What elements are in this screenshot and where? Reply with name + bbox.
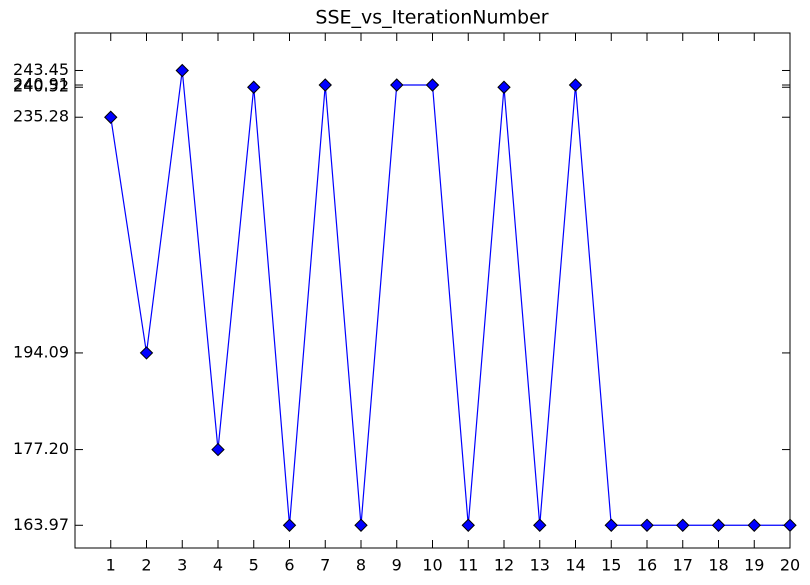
x-tick-label: 6	[284, 556, 294, 575]
chart-title: SSE_vs_IterationNumber	[315, 7, 548, 29]
marker	[461, 518, 475, 532]
x-tick-label: 2	[141, 556, 151, 575]
x-tick-label: 7	[320, 556, 330, 575]
x-tick-label: 17	[673, 556, 693, 575]
y-tick-label: 240.52	[13, 77, 69, 96]
marker	[747, 518, 761, 532]
marker	[175, 63, 189, 78]
plot-frame	[74, 32, 791, 549]
marker	[711, 518, 726, 532]
marker	[318, 78, 332, 92]
y-tick-label: 243.45	[13, 60, 69, 79]
line	[110, 70, 790, 526]
x-tick-label: 13	[530, 556, 550, 575]
x-tick-label: 16	[637, 556, 657, 575]
x-tick-label: 4	[213, 556, 223, 575]
marker	[533, 518, 547, 532]
marker	[390, 78, 404, 92]
x-tick-label: 20	[780, 556, 800, 575]
marker	[640, 518, 654, 532]
marker	[282, 518, 297, 532]
x-tick-label: 9	[392, 556, 402, 575]
x-tick-label: 11	[458, 556, 478, 575]
x-tick-label: 15	[601, 556, 621, 575]
x-tick-label: 10	[422, 556, 442, 575]
marker	[497, 80, 511, 94]
x-tick-label: 19	[744, 556, 764, 575]
x-tick-label: 5	[249, 556, 259, 575]
marker	[425, 78, 440, 92]
y-tick-label: 194.09	[13, 342, 69, 361]
marker	[783, 518, 797, 532]
marker	[247, 80, 261, 94]
marker	[354, 518, 368, 532]
marker	[604, 518, 618, 532]
x-tick-label: 18	[708, 556, 728, 575]
y-tick-label: 177.20	[13, 439, 69, 458]
x-tick-label: 1	[106, 556, 116, 575]
marker	[568, 78, 583, 92]
x-tick-label: 8	[356, 556, 366, 575]
marker	[104, 110, 118, 124]
y-tick-label: 163.97	[13, 515, 69, 534]
x-tick-label: 14	[565, 556, 585, 575]
marker	[211, 442, 225, 457]
marker	[676, 518, 690, 532]
x-tick-label: 12	[494, 556, 514, 575]
marker	[139, 346, 154, 360]
y-tick-label: 235.28	[13, 107, 69, 126]
y-tick-label: 240.91	[13, 75, 69, 94]
x-tick-label: 3	[177, 556, 187, 575]
